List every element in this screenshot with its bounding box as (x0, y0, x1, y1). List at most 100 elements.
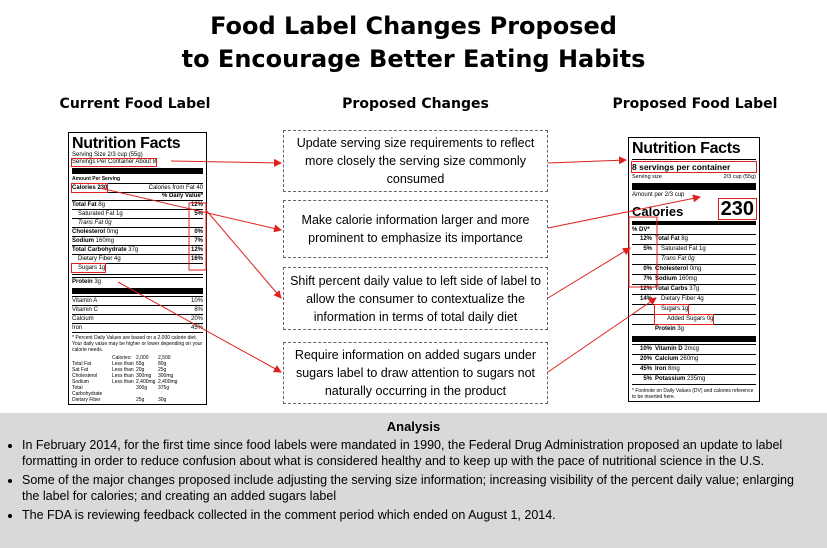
nutrient-row: 0% Cholesterol 0mg (632, 264, 756, 274)
vitamin-row: 5% Potassium 235mg (632, 374, 756, 384)
nutrient-pct: 12% (190, 202, 203, 208)
vitamin-row: Calcium 20% (72, 314, 203, 323)
item-name: Iron (655, 366, 667, 372)
item-name: Total Carbs (655, 286, 688, 292)
pct: 12% (639, 236, 652, 242)
item-amount: 1g (699, 246, 706, 252)
serving-size: 2/3 cup (55g) (723, 174, 756, 180)
change-text: Shift percent daily value to left side o… (290, 273, 541, 324)
nutrient-row: 12% Total Fat 8g (632, 234, 756, 244)
serving-size-label: Serving size (632, 174, 662, 180)
pct (632, 255, 655, 264)
change-text: Require information on added sugars unde… (294, 348, 537, 398)
table-cell: Total Fat (72, 361, 92, 367)
table-cell (112, 397, 136, 403)
nutrient-name: Cholesterol (72, 229, 106, 235)
change-box: Make calorie information larger and more… (283, 200, 548, 258)
change-text: Update serving size requirements to refl… (296, 136, 535, 186)
item: Calcium 260mg (655, 355, 698, 364)
pct: 7% (643, 276, 652, 282)
servings: 8 servings per container (631, 161, 757, 173)
nutrient-row: 12% Total Carbs 37g (632, 284, 756, 294)
calories-label: Calories (632, 204, 684, 219)
item-amount: 2mcg (684, 346, 699, 352)
item-amount: 0mg (689, 266, 702, 272)
pct: 14% (639, 296, 652, 302)
analysis: Analysis In February 2014, for the first… (0, 413, 827, 548)
item: Added Sugars 0g (653, 314, 715, 325)
table-cell: 2,400mg (158, 379, 178, 385)
rule (632, 183, 756, 190)
nutrient-name: Sugars (78, 265, 98, 271)
vitamin-row: Vitamin C 8% (72, 305, 203, 314)
nutrient-pct: 7% (194, 238, 203, 244)
nutrient-pct: 5% (194, 211, 203, 217)
table-cell: Less than (112, 373, 134, 379)
nutrient-row: 7% Sodium 160mg (632, 274, 756, 284)
nutrient: Trans Fat 0g (72, 219, 112, 227)
item-name: Potassium (655, 376, 686, 382)
nutrient-row: Cholesterol 0mg 0% (72, 227, 203, 236)
item-name: Vitamin D (655, 346, 683, 352)
table-cell: Total Carbohydrate (72, 385, 103, 397)
nutrient: Dietary Fiber 4g (72, 255, 121, 263)
analysis-bullet: In February 2014, for the first time sin… (22, 437, 807, 469)
nutrient-name: Total Carbohydrate (72, 247, 127, 253)
servings: Servings Per Container About 8 (70, 158, 158, 167)
table-cell: 2,400mg (136, 379, 156, 385)
nutrient-row: Dietary Fiber 4g 16% (72, 254, 203, 263)
nutrient-amount: 4g (114, 256, 121, 262)
pct: 45% (639, 366, 652, 372)
item: Sodium 160mg (655, 275, 697, 284)
nutrient-row: Protein 3g (72, 277, 203, 286)
arrow (547, 156, 627, 165)
nutrient-row: 5% Saturated Fat 1g (632, 244, 756, 254)
vitamin-pct: 20% (190, 316, 203, 322)
calories-row: Calories 230 Calories from Fat 40 (70, 183, 203, 193)
table-cell: Sat Fat (72, 367, 89, 373)
vitamin-name: Calcium (72, 316, 94, 322)
pct: 5% (643, 246, 652, 252)
nutrient-pct: 0% (194, 229, 203, 235)
analysis-title: Analysis (386, 419, 441, 434)
item-amount: 0g (706, 316, 714, 322)
item-name: Total Fat (655, 236, 680, 242)
item-amount: 3g (677, 326, 685, 332)
nutrient: Sugars 1g (70, 263, 107, 273)
vitamin-name: Vitamin A (72, 298, 98, 304)
item-amount: 8mg (668, 366, 680, 372)
table-cell: 300mg (136, 373, 152, 379)
item: Trans Fat 0g (655, 255, 695, 264)
title: Food Label Changes Proposed to Encourage… (0, 10, 827, 76)
table-cell: Less than (112, 379, 134, 385)
serving-row: Serving size 2/3 cup (55g) (632, 172, 756, 181)
rule (632, 221, 756, 225)
item-amount: 260mg (680, 356, 699, 362)
item: Protein 3g (655, 325, 684, 334)
nutrient-name: Trans Fat (78, 220, 104, 226)
arrow (547, 247, 631, 299)
nutrient-amount: 1g (116, 211, 123, 217)
title-line: to Encourage Better Eating Habits (181, 45, 646, 73)
nutrient-row: Trans Fat 0g (72, 218, 203, 227)
rule (632, 336, 756, 342)
analysis-list: In February 2014, for the first time sin… (0, 437, 827, 523)
footnote: * Footnote on Daily Values (DV) and calo… (632, 384, 756, 400)
arrow (205, 209, 282, 299)
nutrient-amount: 8g (98, 202, 105, 208)
nutrient-pct: 16% (190, 256, 203, 262)
change-box: Update serving size requirements to refl… (283, 130, 548, 192)
nutrient-pct: 12% (190, 247, 203, 253)
column-heading: Current Food Label (59, 96, 211, 112)
vitamin-row: Vitamin A 10% (72, 296, 203, 305)
nutrient: Saturated Fat 1g (72, 210, 123, 218)
nutrient-row: Added Sugars 0g (632, 314, 756, 325)
calories-row: Calories 230 (632, 198, 758, 220)
nutrient-row: Trans Fat 0g (632, 254, 756, 264)
current-label: Nutrition Facts Serving Size 2/3 cup (55g… (68, 132, 207, 405)
analysis-bullet: Some of the major changes proposed inclu… (22, 472, 807, 504)
item: Total Fat 8g (655, 235, 688, 244)
vitamin-pct: 10% (190, 298, 203, 304)
vitamin-name: Iron (72, 325, 83, 331)
table-cell (112, 385, 136, 397)
